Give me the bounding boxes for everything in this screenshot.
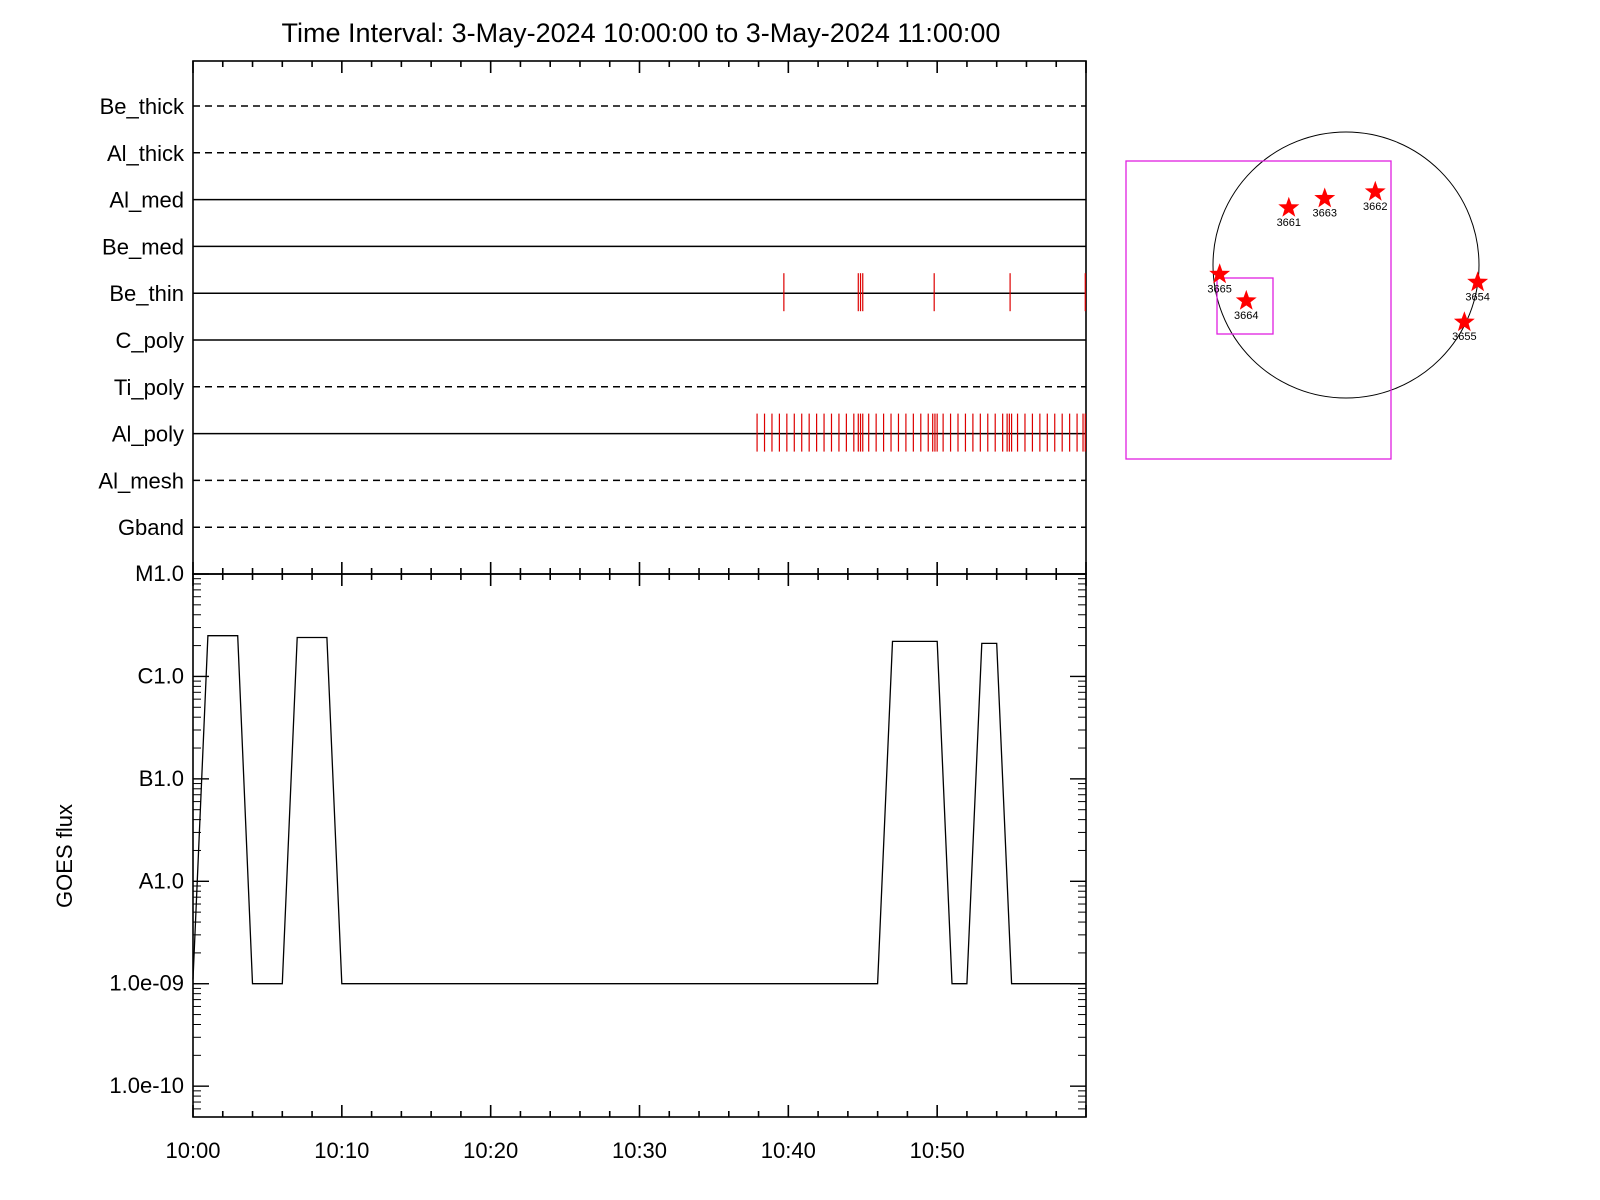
flux-y-tick-label: C1.0	[138, 663, 184, 688]
region-label: 3654	[1465, 291, 1489, 303]
channel-label: Be_med	[102, 234, 184, 259]
channel-label: Be_thick	[100, 94, 185, 119]
region-label: 3661	[1277, 217, 1301, 229]
region-label: 3664	[1234, 310, 1258, 322]
event-timeline-panel: Be_thick Al_thick Al_med Be_med Be_thin C_pol…	[98, 60, 1087, 575]
region-label: 3663	[1312, 208, 1336, 220]
flux-ylabel: GOES flux	[52, 804, 77, 908]
flux-x-tick-label: 10:20	[463, 1138, 518, 1163]
zoom-box	[1216, 277, 1274, 335]
region-label: 3662	[1363, 201, 1387, 213]
solar-limb	[1212, 131, 1480, 399]
flux-y-tick-label: 1.0e-09	[109, 971, 184, 996]
channel-label: C_poly	[116, 328, 184, 353]
flux-y-tick-label: A1.0	[139, 868, 184, 893]
region-star	[1364, 180, 1386, 201]
region-star	[1278, 196, 1300, 217]
region-star	[1235, 289, 1257, 310]
region-star	[1209, 263, 1231, 284]
channel-label: Gband	[118, 515, 184, 540]
channel-label: Ti_poly	[114, 375, 184, 400]
flux-x-tick-label: 10:40	[761, 1138, 816, 1163]
channel-label: Al_mesh	[98, 468, 184, 493]
field-of-view-box	[1125, 160, 1392, 460]
channel-label: Al_thick	[107, 141, 185, 166]
flux-y-tick-label: 1.0e-10	[109, 1073, 184, 1098]
flux-y-tick-label: B1.0	[139, 766, 184, 791]
channel-label: Al_med	[109, 188, 184, 213]
goes-flux-panel: GOES flux 10:00 10:10 10:20 10:30 10:40 10:50…	[52, 561, 1087, 1163]
goes-flux-line	[192, 635, 1086, 985]
region-star	[1453, 311, 1475, 332]
region-label: 3665	[1207, 283, 1231, 295]
chart-title: Time Interval: 3-May-2024 10:00:00 to 3-…	[282, 18, 1001, 48]
timeline-frame	[192, 60, 1087, 575]
channel-label: Al_poly	[112, 422, 184, 447]
flux-frame	[192, 573, 1087, 1118]
flux-x-tick-label: 10:50	[910, 1138, 965, 1163]
region-star	[1314, 187, 1336, 208]
solar-disk-panel: 3661 3663 3662 3665 3664 3654 3655	[1125, 131, 1490, 460]
flux-y-tick-label: M1.0	[135, 561, 184, 586]
region-star	[1467, 271, 1489, 292]
region-label: 3655	[1452, 331, 1476, 343]
flux-x-tick-label: 10:30	[612, 1138, 667, 1163]
flux-x-tick-label: 10:00	[165, 1138, 220, 1163]
channel-label: Be_thin	[109, 281, 184, 306]
flux-x-tick-label: 10:10	[314, 1138, 369, 1163]
